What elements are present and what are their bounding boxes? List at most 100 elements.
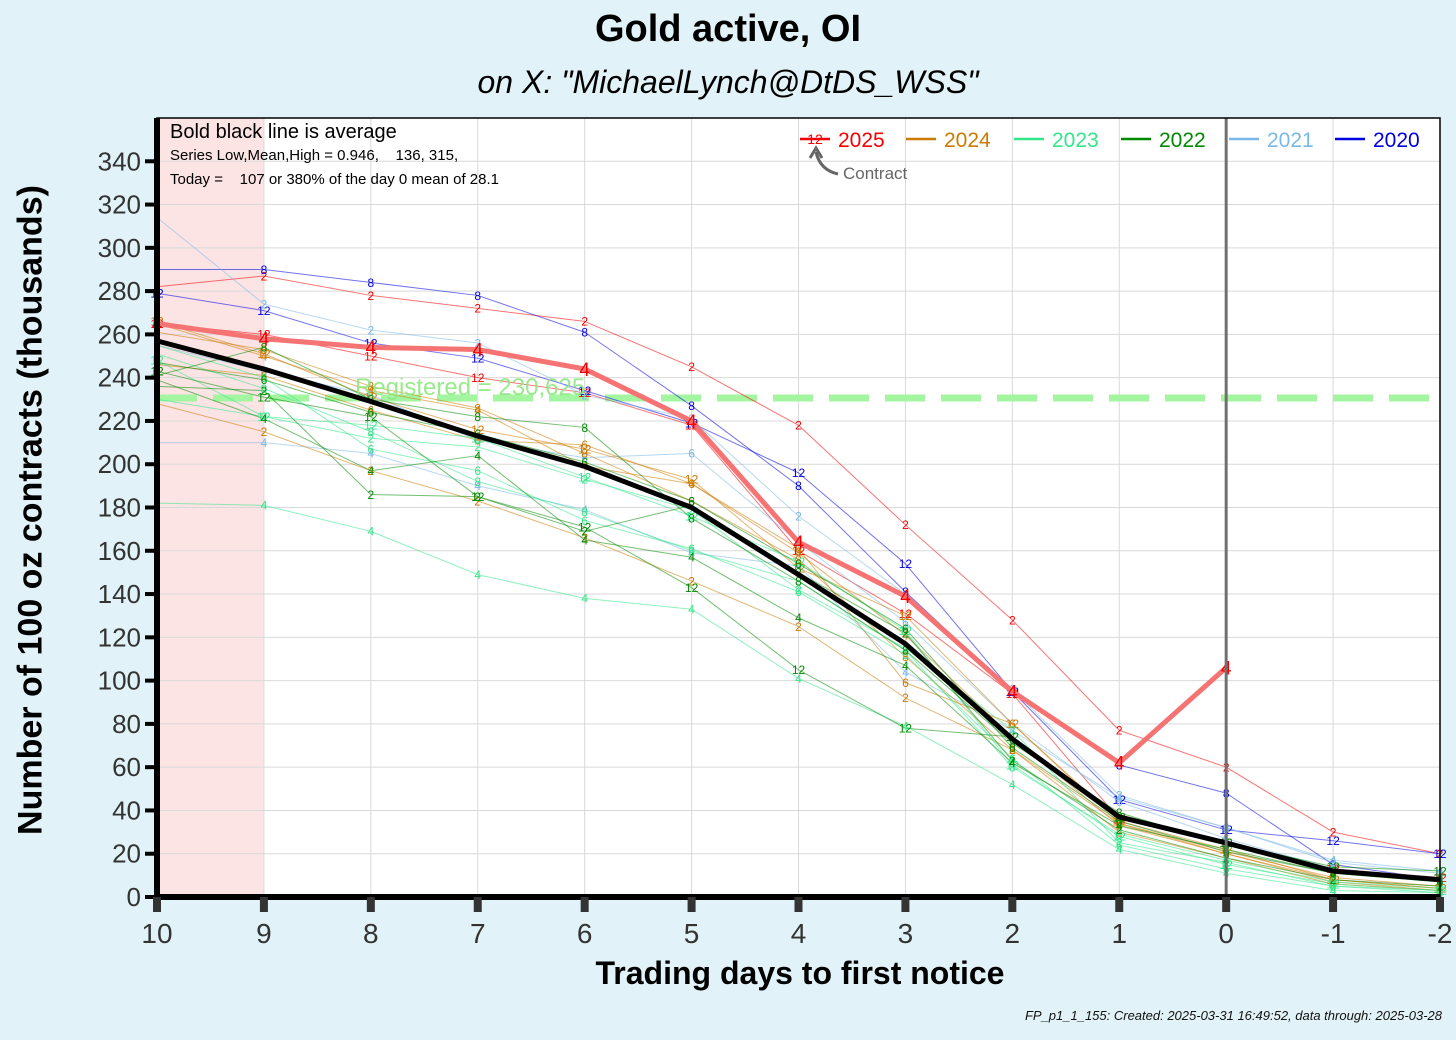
series-point-2020-12: 12 xyxy=(1113,793,1127,807)
series-point-2024-4: 4 xyxy=(795,546,802,560)
series-point-2023-8: 8 xyxy=(474,475,481,489)
series-point-2024-6: 6 xyxy=(1009,717,1016,731)
series-point-2022-6: 6 xyxy=(1116,815,1123,829)
series-point-2024-6: 6 xyxy=(795,542,802,556)
series-point-2021-4: 4 xyxy=(1330,854,1337,868)
series-point-2021-6: 6 xyxy=(1009,717,1016,731)
y-tick-label: 80 xyxy=(112,709,141,739)
x-tick xyxy=(687,897,696,912)
series-point-2022-2: 2 xyxy=(367,488,374,502)
series-point-2022-2: 2 xyxy=(1116,823,1123,837)
series-point-2022-4: 4 xyxy=(261,412,268,426)
x-tick-label: 4 xyxy=(791,918,807,949)
series-point-2021-2: 2 xyxy=(367,323,374,337)
series-point-2022-12: 12 xyxy=(471,490,485,504)
y-tick-label: 280 xyxy=(98,276,141,306)
series-point-2022-4: 4 xyxy=(1116,819,1123,833)
series-point-2024-2: 2 xyxy=(261,425,268,439)
series-point-2024-12: 12 xyxy=(257,347,271,361)
series-point-2022-8: 8 xyxy=(795,574,802,588)
series-point-2024-8: 8 xyxy=(261,343,268,357)
series-point-2024-4: 4 xyxy=(688,477,695,491)
legend-label-2022: 2022 xyxy=(1159,129,1206,152)
current-series-line xyxy=(156,321,1228,766)
series-point-2024-2: 2 xyxy=(1116,825,1123,839)
series-point-2020-12: 12 xyxy=(792,466,806,480)
series-point-2024-2: 2 xyxy=(367,464,374,478)
series-point-2022-4: 4 xyxy=(795,611,802,625)
series-point-2025-2: 2 xyxy=(261,269,268,283)
series-point-2023-6: 6 xyxy=(261,371,268,385)
series-point-2023-12: 12 xyxy=(792,555,806,569)
series-point-2023-6: 6 xyxy=(1330,880,1337,894)
series-point-2024-4: 4 xyxy=(261,349,268,363)
series-point-2023-12: 12 xyxy=(1006,758,1020,772)
note-series-stats: Series Low,Mean,High = 0.946, 136, 315, xyxy=(170,147,459,164)
series-point-2024-6: 6 xyxy=(1330,871,1337,885)
y-tick-label: 240 xyxy=(98,363,141,393)
current-series-point: 4 xyxy=(366,338,377,359)
series-point-2022-4: 4 xyxy=(688,551,695,565)
series-point-2021-4: 4 xyxy=(902,665,909,679)
series-point-2022-2: 2 xyxy=(1330,873,1337,887)
registered-label: Registered = 230,625 xyxy=(355,374,585,401)
x-tick xyxy=(259,897,268,912)
x-tick xyxy=(1436,897,1444,912)
x-tick xyxy=(901,897,910,912)
series-point-2024-6: 6 xyxy=(581,438,588,452)
x-tick xyxy=(580,897,589,912)
series-point-2022-2: 2 xyxy=(474,490,481,504)
series-point-2021-2: 2 xyxy=(474,336,481,350)
series-point-2023-8: 8 xyxy=(1009,760,1016,774)
series-point-2022-4: 4 xyxy=(902,659,909,673)
series-point-2023-8: 8 xyxy=(795,574,802,588)
current-series-point: 4 xyxy=(1114,754,1125,775)
series-point-2020-12: 12 xyxy=(257,304,271,318)
current-series-point: 4 xyxy=(900,587,911,608)
current-series-point: 4 xyxy=(579,360,590,381)
x-tick-label: 1 xyxy=(1111,918,1127,949)
series-point-2022-12: 12 xyxy=(364,410,378,424)
series-point-2021-4: 4 xyxy=(688,546,695,560)
series-point-2020-12: 12 xyxy=(578,384,592,398)
series-point-2025-12: 12 xyxy=(899,607,913,621)
series-point-2022-6: 6 xyxy=(367,406,374,420)
series-point-2023-4: 4 xyxy=(1330,884,1337,898)
current-series-point: 4 xyxy=(472,340,483,361)
series-point-2024-8: 8 xyxy=(474,401,481,415)
x-tick xyxy=(1222,897,1231,912)
y-tick-label: 340 xyxy=(98,146,141,176)
series-point-2022-2: 2 xyxy=(581,525,588,539)
series-point-2022-6: 6 xyxy=(261,373,268,387)
series-point-2024-4: 4 xyxy=(902,628,909,642)
series-point-2022-12: 12 xyxy=(257,390,271,404)
x-tick xyxy=(366,897,375,912)
series-point-2023-8: 8 xyxy=(688,544,695,558)
series-point-2024-6: 6 xyxy=(367,403,374,417)
series-point-2022-4: 4 xyxy=(474,449,481,463)
x-tick-label: 9 xyxy=(256,918,272,949)
series-point-2021-2: 2 xyxy=(581,388,588,402)
series-point-2023-6: 6 xyxy=(1009,752,1016,766)
series-point-2021-4: 4 xyxy=(474,479,481,493)
series-point-2024-4: 4 xyxy=(1116,819,1123,833)
series-point-2023-8: 8 xyxy=(261,382,268,396)
series-point-2020-8: 8 xyxy=(902,585,909,599)
x-tick xyxy=(153,897,161,912)
series-point-2023-8: 8 xyxy=(1330,875,1337,889)
x-tick xyxy=(794,897,803,912)
series-point-2021-2: 2 xyxy=(1330,856,1337,870)
series-point-2024-2: 2 xyxy=(688,574,695,588)
y-tick-label: 100 xyxy=(98,666,141,696)
x-tick-label: 2 xyxy=(1005,918,1021,949)
legend-label-2024: 2024 xyxy=(944,129,991,152)
x-tick-label: 3 xyxy=(898,918,914,949)
series-point-2021-4: 4 xyxy=(795,559,802,573)
legend-label-2020: 2020 xyxy=(1373,129,1420,152)
series-point-2020-8: 8 xyxy=(688,399,695,413)
series-point-2022-8: 8 xyxy=(581,421,588,435)
series-point-2024-4: 4 xyxy=(367,384,374,398)
series-point-2024-4: 4 xyxy=(1330,873,1337,887)
footer-note: FP_p1_1_155: Created: 2025-03-31 16:49:5… xyxy=(1024,1008,1442,1023)
series-point-2022-8: 8 xyxy=(1009,737,1016,751)
